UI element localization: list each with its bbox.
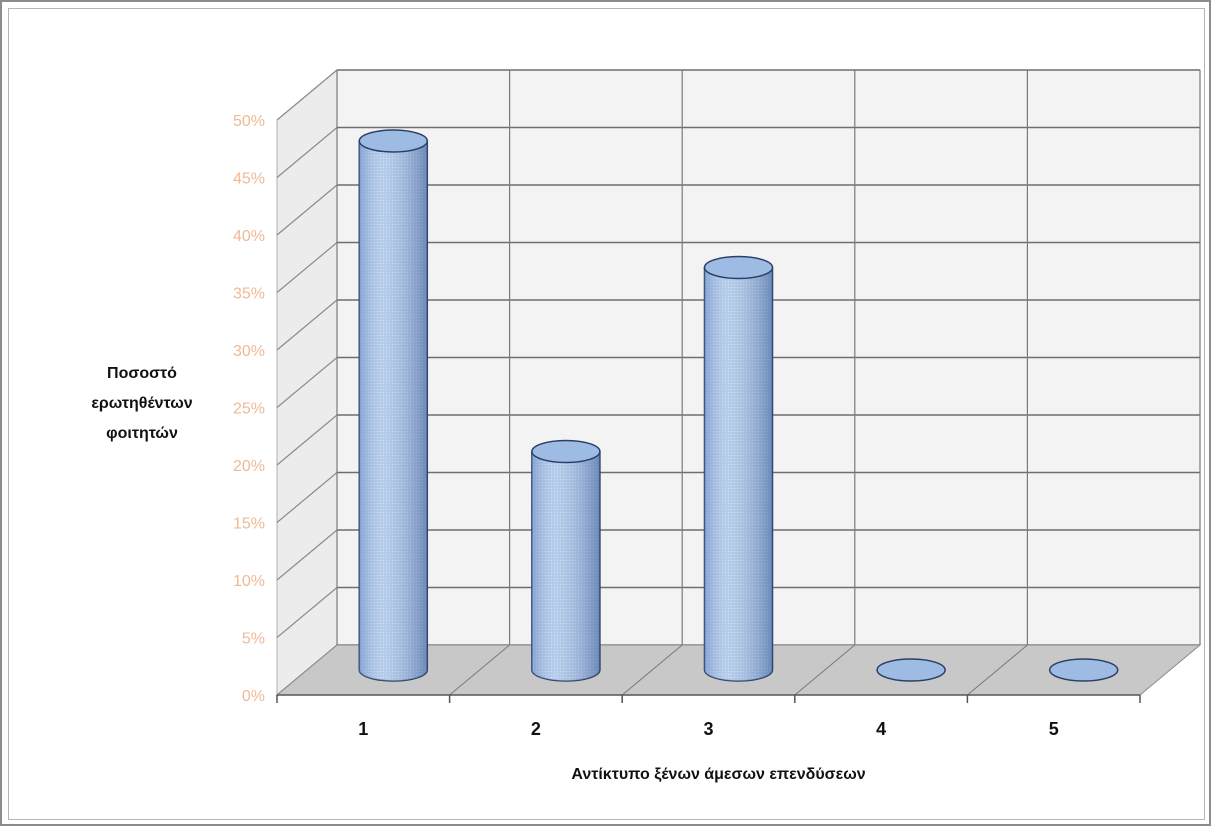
bar: [703, 255, 774, 682]
gridline-side: [276, 299, 338, 351]
x-axis: [276, 694, 1141, 703]
y-tick-label: 25%: [233, 401, 265, 418]
y-tick-label: 40%: [233, 228, 265, 245]
bar-top: [531, 439, 601, 464]
y-tick-label: 0%: [242, 688, 265, 705]
x-tick-label: 5: [1049, 719, 1059, 739]
y-tick-label: 15%: [233, 516, 265, 533]
bar: [876, 658, 946, 682]
bar: [531, 439, 601, 682]
y-tick-label: 35%: [233, 286, 265, 303]
gridline-side: [276, 587, 338, 638]
floor-divider: [621, 644, 683, 696]
bar-top: [1048, 658, 1119, 682]
bar: [358, 129, 429, 682]
y-tick-label: 20%: [233, 458, 265, 475]
y-tick-label: 5%: [242, 631, 265, 648]
x-tick-label: 4: [876, 719, 886, 739]
bar-top: [703, 255, 774, 280]
x-tick-label: 3: [703, 719, 713, 739]
y-axis-title: Ποσοστό ερωτηθέντων φοιτητών: [91, 365, 192, 442]
y-axis-title-line: φοιτητών: [106, 425, 178, 442]
bar-shading: [704, 267, 773, 682]
y-tick-label: 10%: [233, 573, 265, 590]
floor-divider: [794, 644, 856, 696]
bar-shading: [531, 451, 600, 682]
gridline-side: [276, 184, 338, 236]
bars: [358, 129, 1119, 682]
floor-divider: [967, 644, 1028, 696]
x-tick-label: 2: [531, 719, 541, 739]
gridline-side: [276, 127, 338, 178]
y-axis-title-line: Ποσοστό: [107, 365, 177, 382]
gridline-side: [276, 414, 338, 466]
x-axis-title: Αντίκτυπο ξένων άμεσων επενδύσεων: [571, 766, 865, 783]
gridline-side: [276, 242, 338, 293]
bar-top: [358, 129, 429, 153]
x-tick-label: 1: [358, 719, 368, 739]
gridline-side: [276, 69, 338, 121]
bar: [1048, 658, 1119, 682]
gridline-side: [276, 357, 338, 408]
gridline-side: [276, 472, 338, 523]
bar-shading: [359, 141, 428, 682]
gridline-side: [276, 529, 338, 581]
axis-titles: Ποσοστό ερωτηθέντων φοιτητών Αντίκτυπο ξέν…: [91, 365, 865, 783]
y-tick-label: 50%: [233, 113, 265, 130]
y-axis-title-line: ερωτηθέντων: [91, 395, 192, 412]
bar-top: [876, 658, 946, 682]
x-axis-ticks: 1 2 3 4 5: [358, 719, 1058, 739]
floor-divider: [449, 644, 510, 696]
y-tick-label: 30%: [233, 343, 265, 360]
y-tick-label: 45%: [233, 171, 265, 188]
y-axis-ticks: 0% 5% 10% 15% 20% 25% 30% 35% 40% 45% 50%: [233, 113, 265, 705]
